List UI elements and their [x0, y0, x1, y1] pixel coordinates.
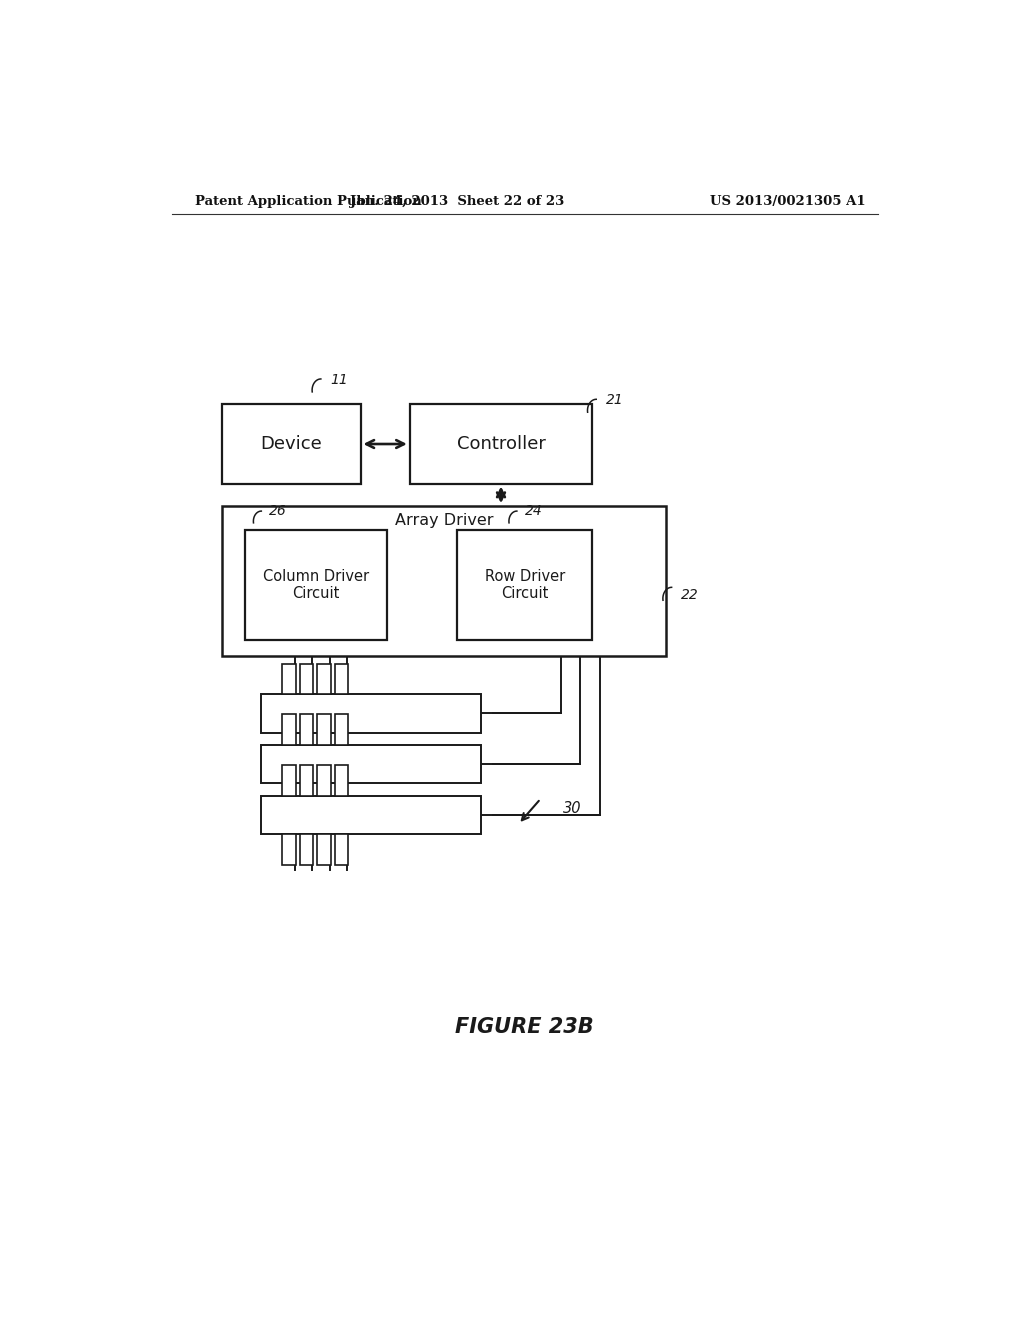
Text: Row Driver
Circuit: Row Driver Circuit [484, 569, 565, 602]
Text: FIGURE 23B: FIGURE 23B [456, 1018, 594, 1038]
Text: Column Driver
Circuit: Column Driver Circuit [263, 569, 369, 602]
Bar [283, 664, 296, 694]
Bar [458, 531, 592, 640]
Text: Jan. 24, 2013  Sheet 22 of 23: Jan. 24, 2013 Sheet 22 of 23 [350, 194, 564, 207]
Bar [221, 404, 360, 483]
Bar [300, 834, 313, 865]
Text: 22: 22 [681, 589, 699, 602]
Bar [335, 834, 348, 865]
Text: 11: 11 [331, 374, 348, 387]
Bar [317, 664, 331, 694]
Bar [283, 714, 296, 744]
Text: 21: 21 [606, 393, 624, 408]
Bar [261, 744, 481, 784]
Text: Device: Device [260, 436, 322, 453]
Bar [300, 664, 313, 694]
Text: 30: 30 [563, 801, 582, 816]
Bar [283, 766, 296, 796]
Bar [317, 766, 331, 796]
Text: 26: 26 [269, 504, 287, 519]
Bar [300, 714, 313, 744]
Bar [410, 404, 592, 483]
Bar [221, 506, 666, 656]
Text: Controller: Controller [457, 436, 546, 453]
Text: 24: 24 [524, 504, 543, 519]
Text: Array Driver: Array Driver [394, 512, 494, 528]
Bar [335, 766, 348, 796]
Bar [246, 531, 387, 640]
Text: Patent Application Publication: Patent Application Publication [196, 194, 422, 207]
Bar [300, 766, 313, 796]
Bar [335, 664, 348, 694]
Bar [335, 714, 348, 744]
Bar [261, 796, 481, 834]
Text: US 2013/0021305 A1: US 2013/0021305 A1 [711, 194, 866, 207]
Bar [317, 714, 331, 744]
Bar [261, 694, 481, 733]
Bar [283, 834, 296, 865]
Bar [317, 834, 331, 865]
